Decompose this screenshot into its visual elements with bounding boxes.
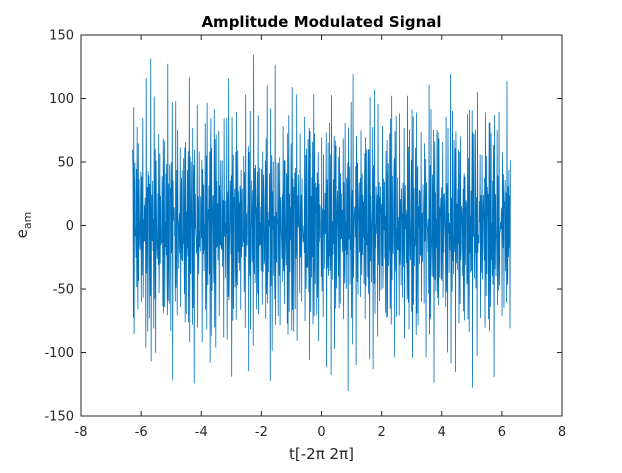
signal-line: [132, 54, 511, 391]
y-tick-label: -50: [53, 283, 74, 298]
x-tick-label: 4: [438, 425, 446, 440]
y-axis-label-subscript: am: [21, 212, 34, 229]
x-tick-label: -4: [195, 425, 208, 440]
chart-title: Amplitude Modulated Signal: [201, 13, 441, 31]
x-axis-label: t[-2π 2π]: [289, 445, 354, 463]
tick-labels: -8 -6 -4 -2 0 2 4 6 8 -150 -100 -50 0 50 100 150: [44, 29, 566, 441]
y-tick-label: -100: [44, 346, 74, 361]
y-axis-label-main: e: [13, 229, 31, 238]
x-tick-label: -8: [75, 425, 88, 440]
y-tick-label: 50: [57, 156, 74, 171]
x-tick-label: 8: [558, 425, 566, 440]
x-tick-label: 6: [498, 425, 506, 440]
y-tick-label: 150: [49, 29, 74, 44]
x-tick-label: 0: [317, 425, 325, 440]
ticks: [80, 34, 563, 417]
y-tick-label: 100: [49, 92, 74, 107]
y-axis-label: eam: [13, 212, 34, 239]
y-tick-label: -150: [44, 410, 74, 425]
y-tick-label: 0: [66, 219, 74, 234]
x-tick-label: -2: [255, 425, 268, 440]
x-tick-label: 2: [377, 425, 385, 440]
x-tick-label: -6: [135, 425, 148, 440]
